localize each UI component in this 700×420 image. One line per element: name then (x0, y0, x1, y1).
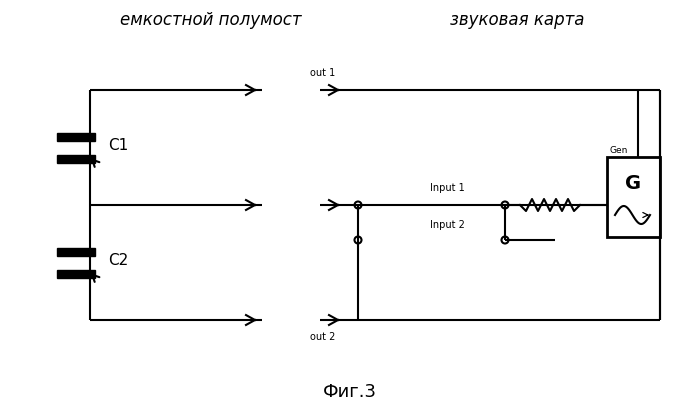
Circle shape (501, 202, 508, 208)
Bar (57, 270, 95, 278)
Text: C1: C1 (108, 138, 128, 153)
Text: out 2: out 2 (310, 332, 335, 342)
Bar (57, 132, 95, 141)
Bar (57, 155, 95, 163)
Text: звуковая карта: звуковая карта (450, 11, 584, 29)
Text: емкостной полумост: емкостной полумост (120, 11, 302, 29)
Text: out 1: out 1 (310, 68, 335, 78)
Text: G: G (625, 174, 642, 193)
Circle shape (501, 236, 508, 244)
Text: Gen: Gen (610, 146, 629, 155)
Text: Input 1: Input 1 (430, 183, 465, 193)
Text: Фиг.3: Фиг.3 (323, 383, 377, 401)
Text: Input 2: Input 2 (430, 220, 465, 230)
Circle shape (354, 202, 361, 208)
Circle shape (354, 236, 361, 244)
Bar (57, 247, 95, 255)
Text: C2: C2 (108, 253, 128, 268)
Bar (607, 157, 660, 237)
